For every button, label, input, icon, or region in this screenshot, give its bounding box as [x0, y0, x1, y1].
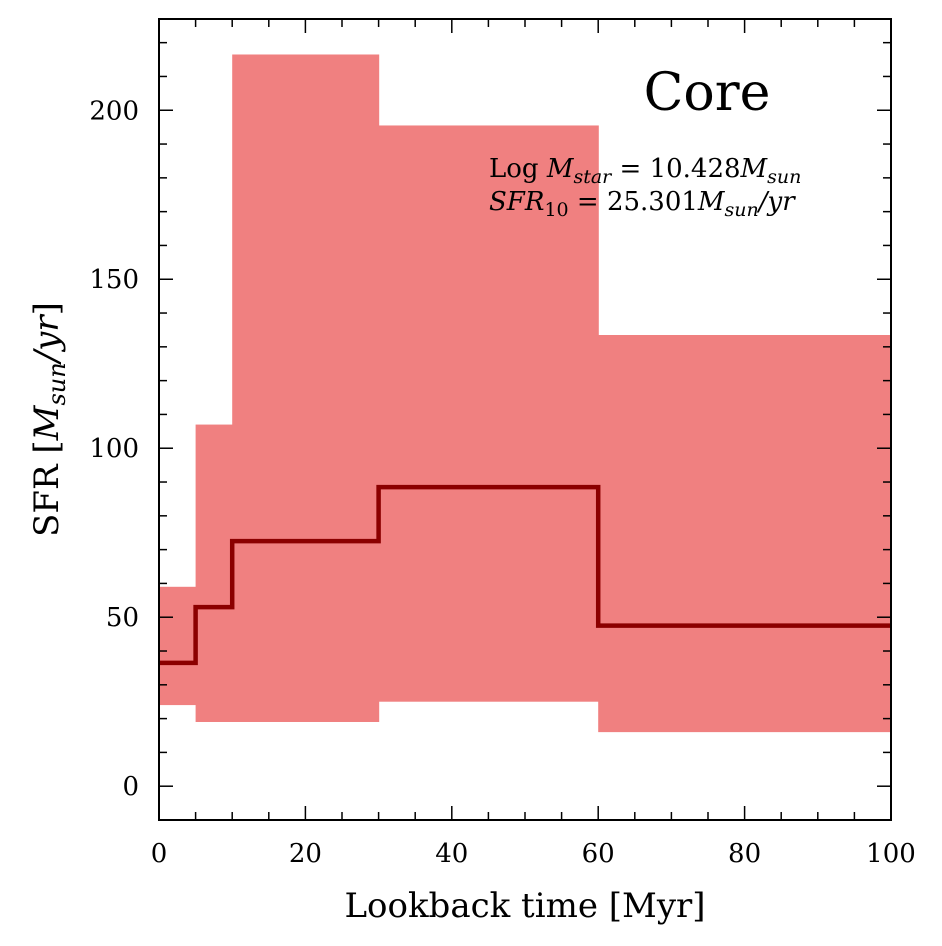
confidence-band	[159, 54, 892, 733]
band-segment-3	[378, 125, 599, 702]
y-tick-label: 200	[89, 96, 139, 126]
y-tick-label: 100	[89, 434, 139, 464]
band-segment-4	[598, 335, 892, 733]
chart-title: Core	[644, 63, 771, 123]
band-segment-2	[232, 54, 380, 722]
x-tick-labels: 0 20 40 60 80 100	[151, 839, 916, 869]
x-tick-label: 20	[289, 839, 322, 869]
axis-ticks	[158, 19, 892, 821]
y-tick-label: 150	[89, 265, 139, 295]
x-tick-label: 40	[435, 839, 468, 869]
y-tick-label: 50	[106, 603, 139, 633]
band-segment-0	[159, 586, 197, 706]
sfr10-annotation: SFR10 = 25.301Msun/yr	[489, 187, 796, 221]
x-tick-label: 100	[866, 839, 916, 869]
stellar-mass-annotation: Log Mstar = 10.428Msun	[489, 154, 801, 188]
y-tick-label: 0	[122, 772, 139, 802]
y-tick-labels: 0 50 100 150 200	[89, 96, 139, 802]
median-sfr-path	[159, 484, 891, 666]
band-segment-1	[195, 424, 233, 722]
x-tick-label: 60	[582, 839, 615, 869]
x-tick-label: 80	[728, 839, 761, 869]
median-sfr-line	[159, 484, 891, 666]
x-axis-label: Lookback time [Myr]	[344, 886, 705, 926]
x-tick-label: 0	[151, 839, 168, 869]
y-axis-label: SFR [Msun/yr]	[27, 302, 71, 537]
